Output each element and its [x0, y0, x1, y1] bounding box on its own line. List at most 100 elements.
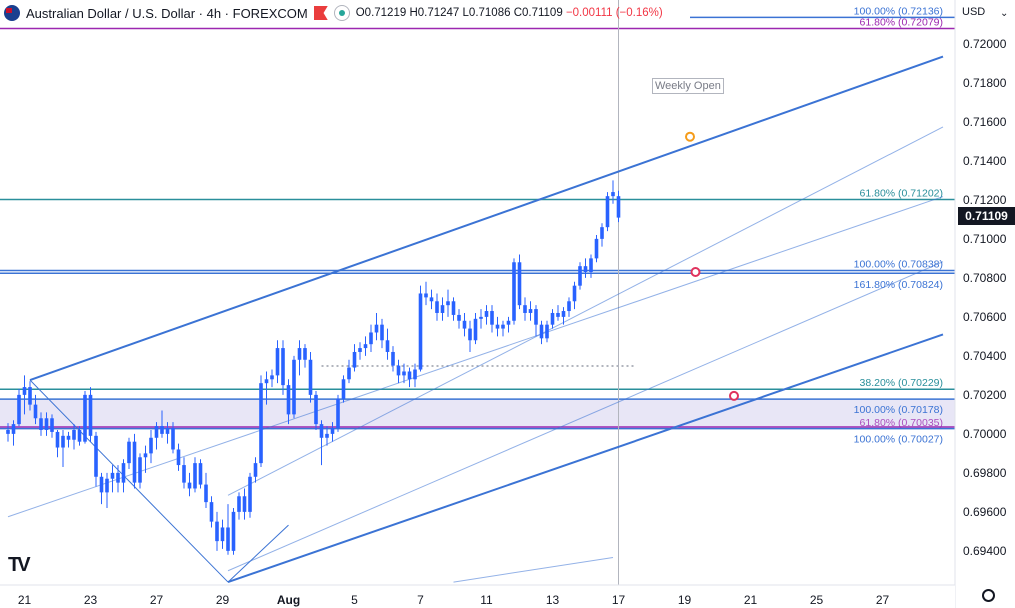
time-tick-label: 27: [150, 593, 164, 607]
candle-body: [528, 309, 533, 313]
candle-body: [248, 476, 252, 512]
candle-body: [440, 305, 445, 313]
candle: [567, 297, 571, 317]
symbol-title[interactable]: Australian Dollar / U.S. Dollar · 4h · F…: [26, 5, 308, 21]
candle-body: [176, 449, 181, 466]
time-tick-label: 21: [18, 593, 32, 607]
candle: [468, 320, 472, 352]
price-tick-label: 0.70400: [963, 349, 1007, 363]
flag-icon[interactable]: [313, 6, 328, 20]
candle: [495, 316, 500, 337]
candle: [479, 309, 483, 329]
price-tick-label: 0.70000: [963, 427, 1007, 441]
candle: [121, 459, 126, 493]
candle-body: [231, 511, 236, 551]
candle: [440, 297, 445, 321]
channel-line-lower_median: [227, 261, 944, 572]
candle: [154, 422, 159, 450]
price-tick-label: 0.71400: [963, 154, 1007, 168]
candle-body: [171, 428, 175, 450]
candle-body: [66, 435, 71, 440]
candle: [11, 420, 16, 446]
candle-body: [495, 324, 500, 329]
candle: [6, 423, 10, 442]
time-tick-label: 7: [417, 593, 424, 607]
candle-body: [561, 311, 566, 317]
candle: [182, 457, 186, 489]
level-label-3: 100.00% (0.70838): [854, 258, 943, 270]
candle-body: [198, 463, 203, 485]
chevron-down-icon[interactable]: ⌄: [1000, 8, 1009, 19]
candle: [127, 437, 131, 469]
candle-body: [226, 527, 230, 551]
candle-body: [556, 312, 560, 317]
candle: [94, 431, 98, 487]
candle-body: [94, 435, 98, 477]
time-tick-label: 27: [876, 593, 890, 607]
candle-body: [578, 266, 582, 286]
candle: [138, 453, 142, 489]
candle-body: [308, 359, 313, 395]
candle-body: [391, 351, 395, 366]
candle-body: [143, 453, 148, 458]
currency-selector[interactable]: USD: [962, 6, 986, 18]
candle-body: [149, 437, 153, 454]
candle: [484, 305, 489, 325]
candle-body: [407, 371, 412, 380]
candle-body: [77, 429, 82, 442]
candle: [242, 488, 247, 520]
candle-body: [330, 428, 335, 434]
current-price-tag: 0.71109: [958, 207, 1015, 225]
candle: [616, 190, 621, 223]
candle: [363, 336, 368, 356]
time-axis[interactable]: 21 23 27 29 Aug 5 7 11 13 17 19 21 25 27: [0, 584, 955, 608]
symbol-header[interactable]: Australian Dollar / U.S. Dollar · 4h · F…: [4, 3, 663, 23]
candle-body: [281, 348, 285, 386]
candle-body: [484, 311, 489, 317]
tradingview-logo-icon[interactable]: TV: [8, 554, 30, 576]
price-axis[interactable]: 0.72000 0.71800 0.71600 0.71400 0.71200 0.710…: [954, 0, 1015, 608]
candle-body: [325, 433, 329, 438]
candle-body: [490, 311, 494, 325]
candle-body: [275, 348, 280, 376]
marker-circle-2: [729, 390, 739, 401]
candle: [264, 371, 269, 405]
market-status-icon[interactable]: [333, 5, 350, 21]
candle: [83, 390, 87, 444]
candle: [600, 223, 604, 247]
candle: [545, 320, 549, 343]
candle: [330, 422, 335, 442]
candle: [275, 340, 280, 384]
candle: [611, 180, 615, 204]
level-label-8: 100.00% (0.70027): [854, 434, 943, 446]
gear-icon[interactable]: [982, 589, 995, 602]
candle: [215, 511, 219, 551]
candle-body: [237, 496, 241, 512]
candle-body: [50, 418, 54, 432]
candle: [572, 281, 577, 310]
candle: [407, 367, 412, 388]
candle-body: [193, 463, 197, 489]
close-value: C0.71109: [513, 7, 563, 19]
time-tick-label: 17: [612, 593, 626, 607]
candle: [385, 328, 390, 360]
candle: [391, 346, 395, 372]
candle: [347, 359, 351, 384]
weekly-open-label: Weekly Open: [652, 78, 724, 94]
candle-body: [187, 482, 192, 489]
candle: [143, 445, 148, 473]
candle: [237, 492, 241, 520]
candle-body: [600, 227, 604, 239]
time-tick-label: 21: [744, 593, 758, 607]
candle-body: [220, 527, 225, 542]
high-value: H0.71247: [409, 7, 460, 19]
candle: [105, 472, 109, 508]
candle: [556, 305, 560, 321]
channel-line-stub: [453, 557, 614, 583]
time-tick-label: 19: [678, 593, 692, 607]
candle: [319, 420, 324, 466]
time-tick-label: 13: [546, 593, 560, 607]
pitchfork-channel-layer: [7, 55, 944, 584]
candle-body: [127, 441, 131, 464]
